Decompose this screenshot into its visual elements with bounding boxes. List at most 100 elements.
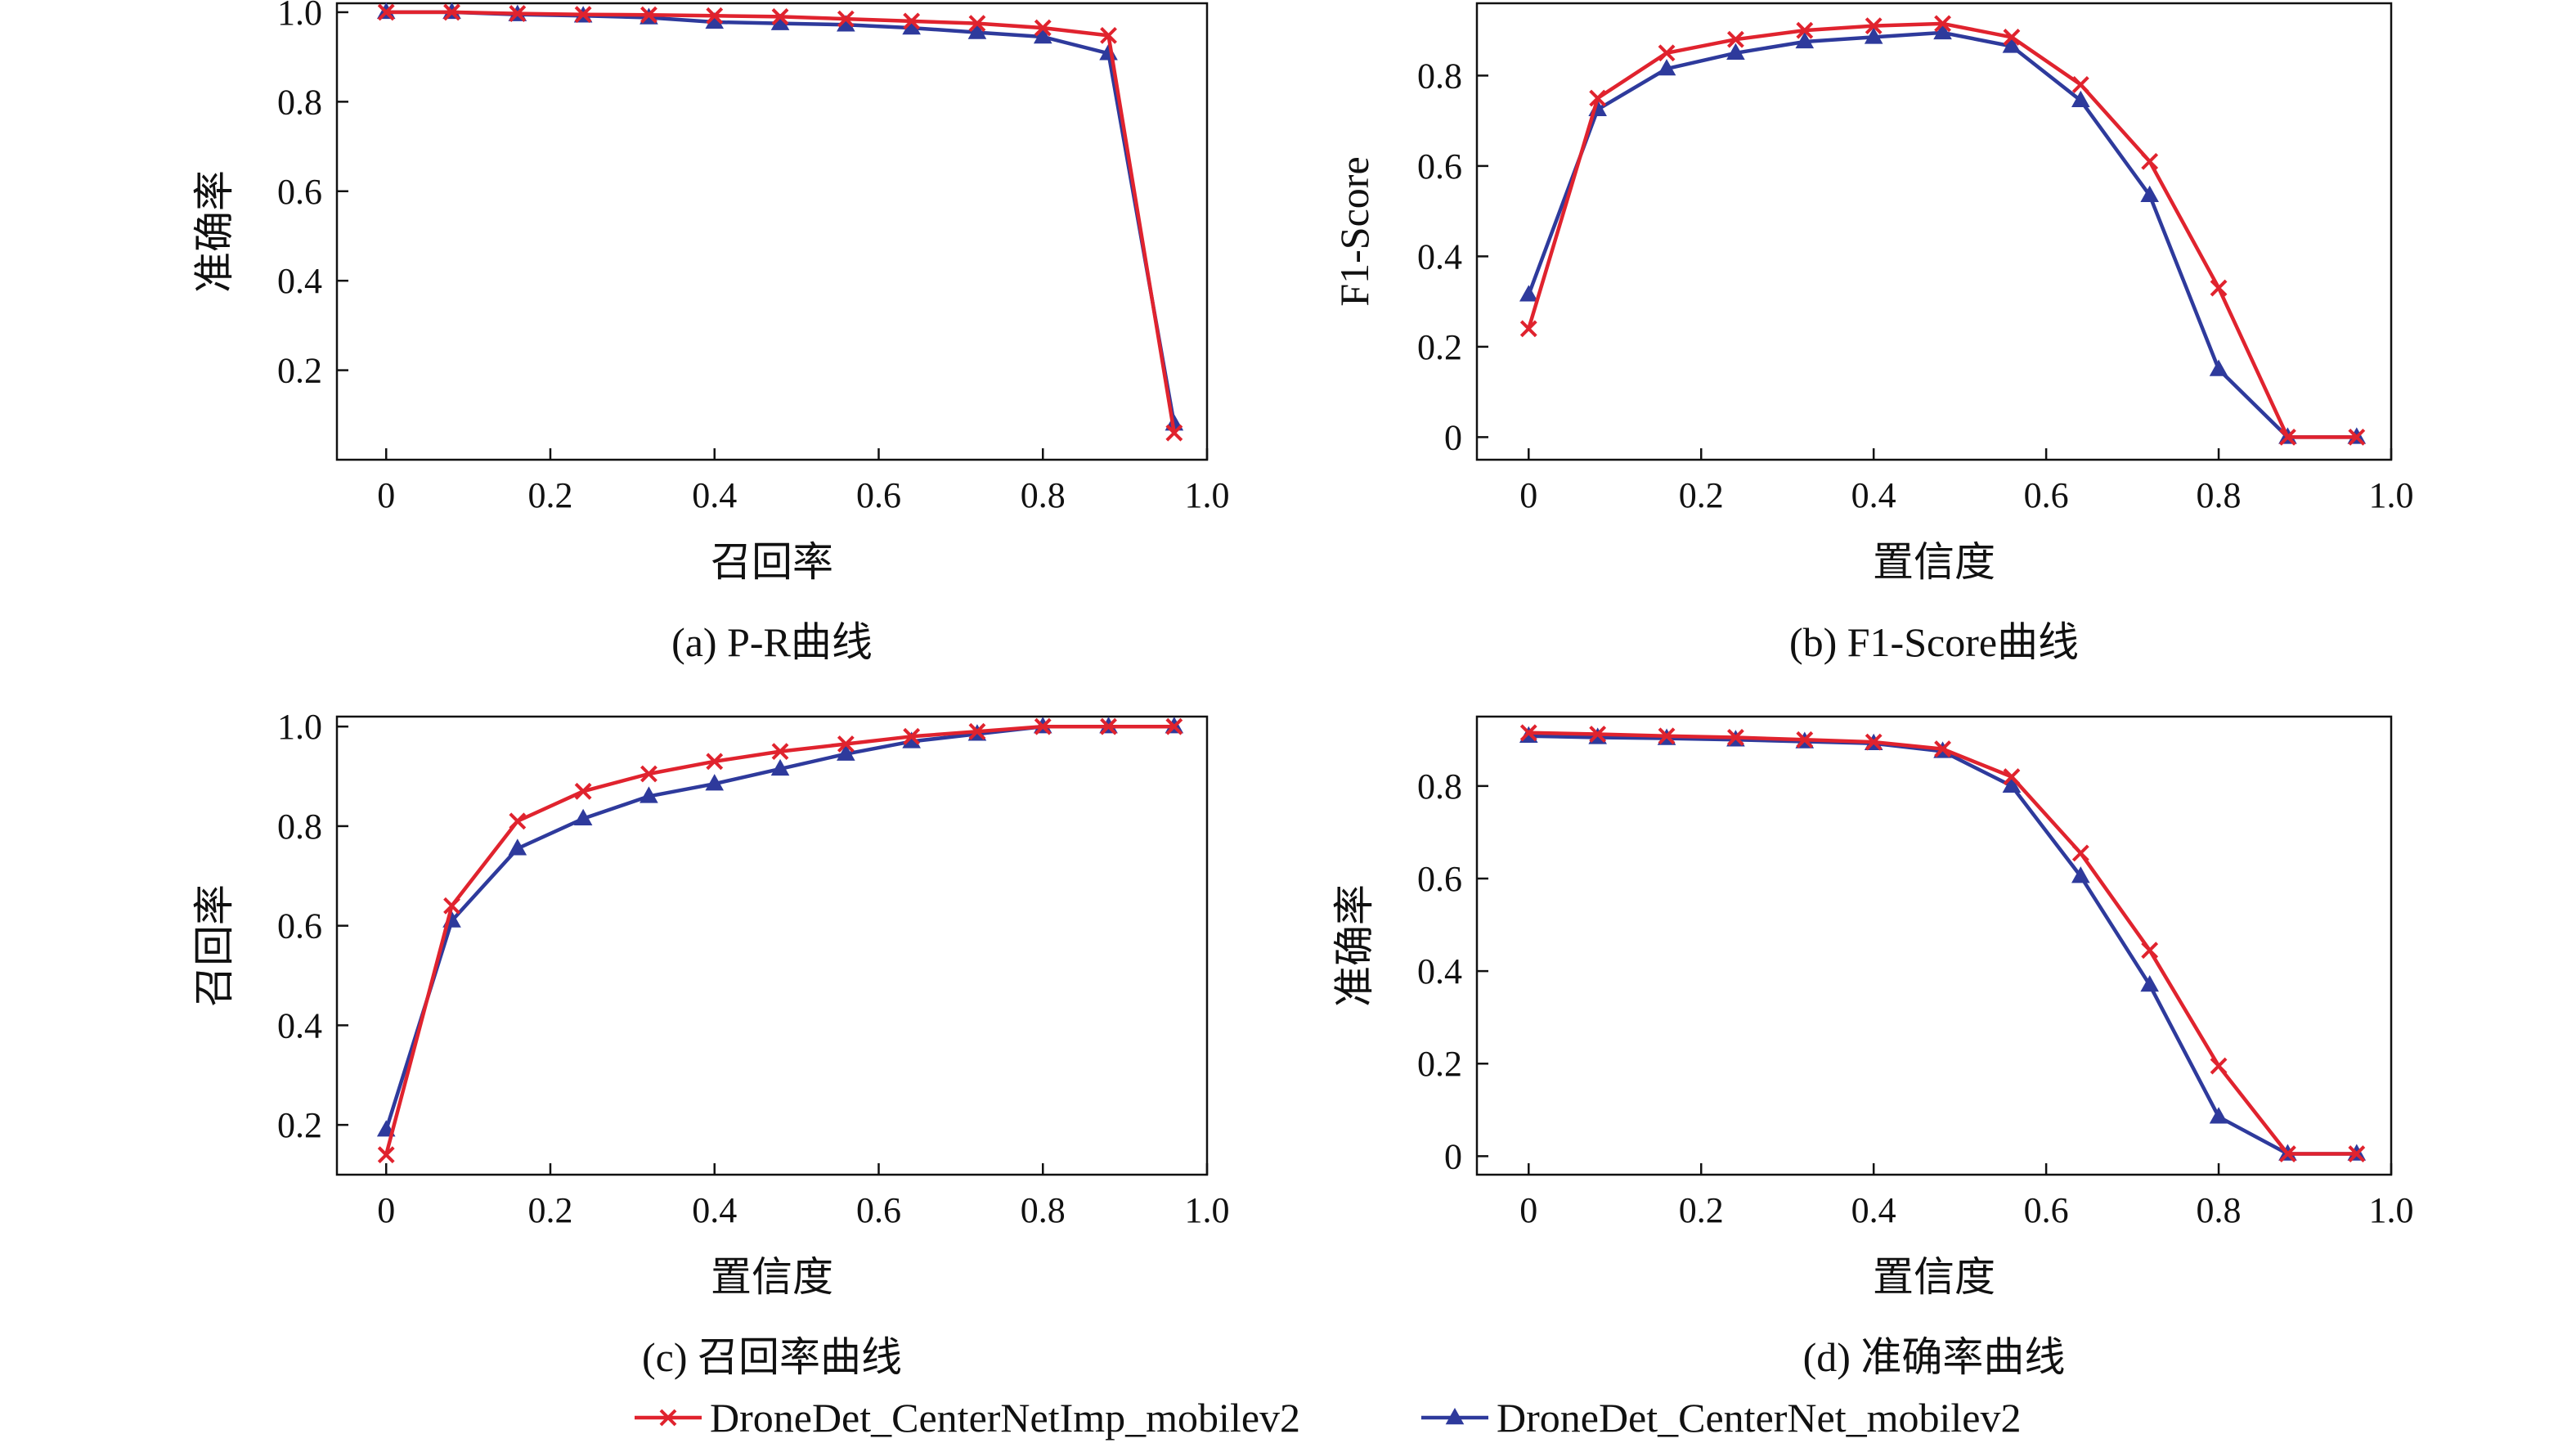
x-axis-label: 置信度 xyxy=(1873,539,1995,585)
data-point xyxy=(377,1146,395,1164)
data-point xyxy=(2071,844,2089,862)
series-line xyxy=(384,724,1174,1131)
data-point xyxy=(1100,26,1117,44)
plot-frame xyxy=(1475,2,2393,461)
series-centernet xyxy=(1519,726,2367,1161)
data-point xyxy=(1796,730,1814,748)
data-point xyxy=(1865,733,1883,751)
data-point xyxy=(1796,21,1814,39)
data-point xyxy=(2003,29,2021,46)
data-point xyxy=(706,753,724,771)
data-point xyxy=(2348,1145,2366,1162)
data-point xyxy=(574,782,592,800)
y-tick-label: 0.4 xyxy=(277,1005,322,1045)
data-point xyxy=(903,12,921,30)
data-point xyxy=(2348,428,2366,446)
series-line xyxy=(1527,21,2357,439)
data-point xyxy=(1034,717,1052,735)
series-line xyxy=(1527,30,2357,439)
series-line xyxy=(386,10,1177,434)
x-tick-label: 0.8 xyxy=(1021,475,1066,515)
y-tick-label: 0.2 xyxy=(1417,1044,1462,1084)
x-tick-label: 0.2 xyxy=(527,475,572,515)
x-axis-label: 置信度 xyxy=(1873,1254,1995,1300)
data-point xyxy=(1727,30,1744,48)
data-point xyxy=(1934,740,1951,758)
data-point xyxy=(2140,185,2159,203)
x-tick-label: 0.6 xyxy=(856,475,901,515)
data-point xyxy=(2141,942,2159,960)
data-point xyxy=(1795,31,1815,49)
plot-frame xyxy=(335,715,1209,1176)
data-point xyxy=(2141,152,2159,170)
data-point xyxy=(968,722,986,740)
x-tick-label: 0.4 xyxy=(692,475,737,515)
x-axis-label: 置信度 xyxy=(711,1254,833,1300)
series-centernet xyxy=(376,717,1184,1137)
data-point xyxy=(2210,279,2228,297)
data-point xyxy=(2071,90,2090,107)
data-point xyxy=(508,838,527,856)
x-tick-label: 1.0 xyxy=(1185,1190,1230,1230)
chart-caption: (c) 召回率曲线 xyxy=(642,1334,902,1380)
y-tick-label: 0.4 xyxy=(277,261,322,301)
series-centernetimp xyxy=(377,3,1183,442)
data-point xyxy=(1933,22,1952,40)
y-axis-label: 准确率 xyxy=(1331,884,1377,1007)
legend-marker xyxy=(1445,1407,1465,1425)
data-point xyxy=(1726,43,1745,60)
data-point xyxy=(2210,1057,2228,1075)
data-point xyxy=(640,786,658,803)
chart-caption: (b) F1-Score曲线 xyxy=(1789,619,2079,665)
data-point xyxy=(574,6,592,24)
x-tick-label: 0.8 xyxy=(2197,1190,2242,1230)
data-point xyxy=(2279,428,2296,446)
x-tick-label: 0.8 xyxy=(1021,1190,1066,1230)
data-point xyxy=(1658,44,1676,62)
data-point xyxy=(706,7,724,25)
x-tick-label: 0.4 xyxy=(1851,1190,1896,1230)
chart-panels: 0 0.2 0.4 0.6 0.8 1.00.20.40.60.81.0召回率准确率(a)… xyxy=(191,0,2414,1380)
x-tick-label: 1.0 xyxy=(2369,1190,2414,1230)
y-tick-label: 0 xyxy=(1444,1136,1462,1176)
data-point xyxy=(1033,27,1052,44)
y-tick-label: 0.4 xyxy=(1417,951,1462,991)
data-point xyxy=(2279,1145,2296,1162)
series-line xyxy=(384,724,1174,1156)
data-point xyxy=(1519,285,1538,302)
data-point xyxy=(640,765,657,783)
x-tick-label: 0 xyxy=(1519,475,1537,515)
plot-frame xyxy=(335,2,1209,461)
x-tick-label: 0.6 xyxy=(2024,475,2069,515)
y-tick-label: 0.2 xyxy=(1417,327,1462,367)
x-tick-label: 0.4 xyxy=(692,1190,737,1230)
data-point xyxy=(837,10,855,28)
y-tick-label: 0.8 xyxy=(277,807,322,847)
x-tick-label: 0 xyxy=(377,475,395,515)
x-tick-label: 0.6 xyxy=(856,1190,901,1230)
data-point xyxy=(2071,76,2089,93)
legend-label: DroneDet_CenterNet_mobilev2 xyxy=(1497,1395,2021,1441)
data-point xyxy=(1519,320,1537,338)
series-line xyxy=(1528,734,2357,1156)
y-axis-label: 准确率 xyxy=(191,170,237,293)
data-point xyxy=(509,812,527,830)
data-point xyxy=(837,735,855,753)
y-tick-label: 0.6 xyxy=(277,906,322,946)
x-tick-label: 0.6 xyxy=(2024,1190,2069,1230)
data-point xyxy=(2002,36,2022,53)
x-tick-label: 0.2 xyxy=(527,1190,572,1230)
y-tick-label: 0.6 xyxy=(1417,859,1462,899)
data-point xyxy=(770,758,790,776)
data-point xyxy=(837,744,855,761)
data-point xyxy=(1519,724,1537,742)
chart-caption: (d) 准确率曲线 xyxy=(1803,1334,2066,1380)
data-point xyxy=(1657,59,1676,76)
data-point xyxy=(968,15,986,33)
x-tick-label: 0.8 xyxy=(2197,475,2242,515)
x-tick-label: 1.0 xyxy=(1185,475,1230,515)
data-point xyxy=(967,22,987,39)
y-axis-label: 召回率 xyxy=(191,884,237,1007)
series-line xyxy=(1528,730,2357,1156)
series-centernetimp xyxy=(1519,15,2366,446)
